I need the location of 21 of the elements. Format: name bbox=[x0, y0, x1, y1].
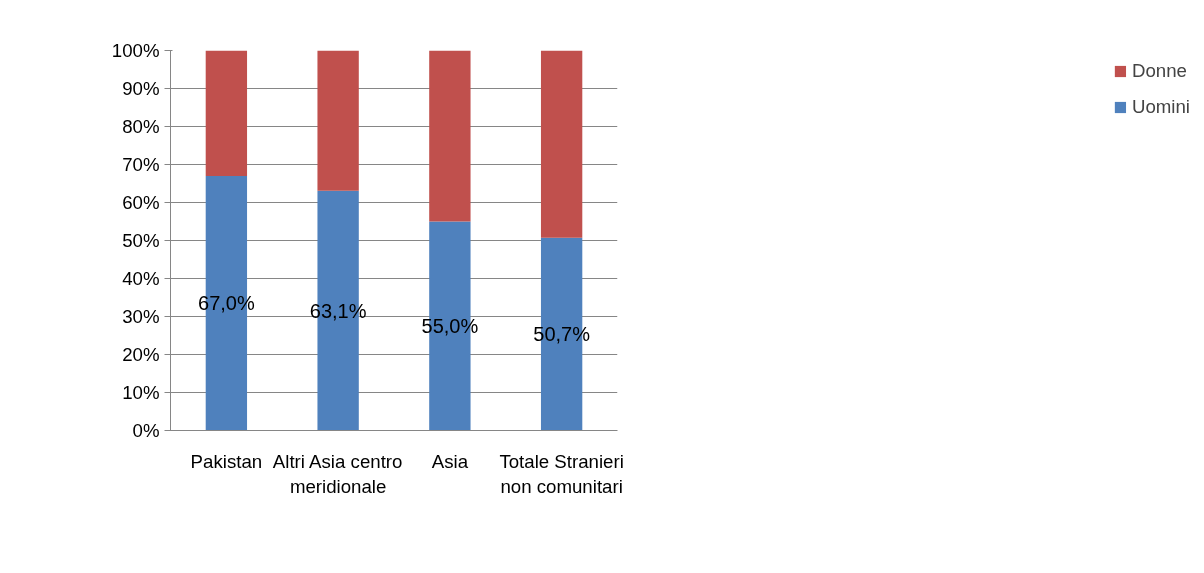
x-tick-label: Pakistan bbox=[190, 450, 263, 472]
bar bbox=[317, 50, 359, 191]
y-tick-label: 60% bbox=[122, 192, 160, 213]
bar bbox=[205, 50, 248, 176]
legend-label: Uomini bbox=[1131, 96, 1190, 118]
y-tick-label: 10% bbox=[122, 382, 160, 403]
y-tick-label: 20% bbox=[122, 344, 160, 365]
x-tick-label: Totale Stranieri non comunitari bbox=[499, 450, 624, 497]
y-tick-label: 80% bbox=[122, 116, 160, 137]
legend-label: Donne bbox=[1131, 60, 1187, 82]
y-tick-label: 100% bbox=[111, 40, 160, 61]
bar bbox=[540, 50, 583, 238]
y-tick-label: 30% bbox=[122, 306, 160, 327]
y-tick-label: 50% bbox=[122, 230, 160, 251]
y-tick-label: 70% bbox=[122, 154, 160, 175]
x-tick-label: Asia bbox=[431, 450, 469, 472]
y-tick-label: 90% bbox=[122, 78, 160, 99]
bar bbox=[429, 50, 471, 222]
x-tick-label: Altri Asia centro meridionale bbox=[272, 450, 403, 497]
y-tick-label: 40% bbox=[122, 268, 160, 289]
y-tick-label: 0% bbox=[132, 420, 160, 441]
